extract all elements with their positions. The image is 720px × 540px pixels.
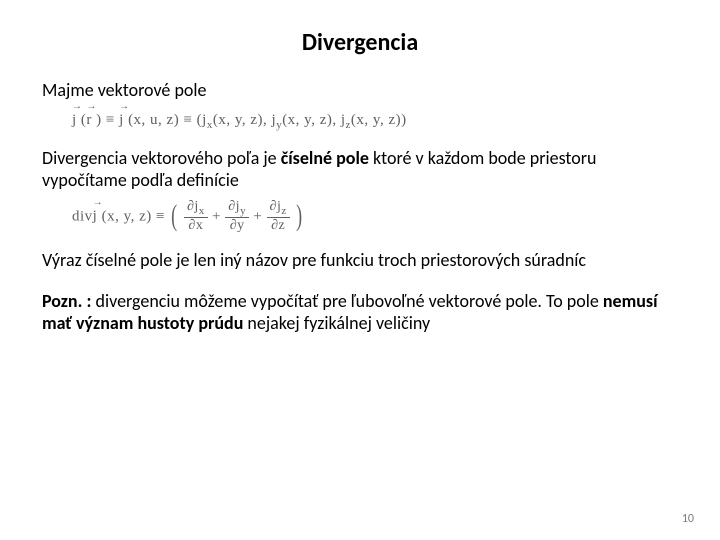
- para2-bold: číselné pole: [281, 147, 369, 169]
- scalar-field-note: Výraz číselné pole je len iný názov pre …: [42, 249, 678, 272]
- divergence-formula: divj (x, y, z) ≡ ( ∂jx∂x + ∂jy∂y + ∂jz∂z…: [72, 200, 678, 234]
- remark-label: Pozn. :: [42, 290, 91, 312]
- vector-field-formula: j (r ) ≡ j (x, u, z) ≡ (jx(x, y, z), jy(…: [72, 110, 678, 131]
- slide-title: Divergencia: [42, 28, 678, 57]
- remark-line1: divergenciu môžeme vypočítať pre ľubovoľ…: [91, 290, 602, 312]
- remark-paragraph: Pozn. : divergenciu môžeme vypočítať pre…: [42, 290, 678, 335]
- divergence-definition-paragraph: Divergencia vektorového poľa je číselné …: [42, 147, 678, 192]
- para2-pre: Divergencia vektorového poľa je: [42, 147, 281, 169]
- page-number: 10: [682, 512, 694, 526]
- intro-paragraph: Majme vektorové pole: [42, 79, 678, 102]
- remark-post: nejakej fyzikálnej veličiny: [243, 312, 430, 334]
